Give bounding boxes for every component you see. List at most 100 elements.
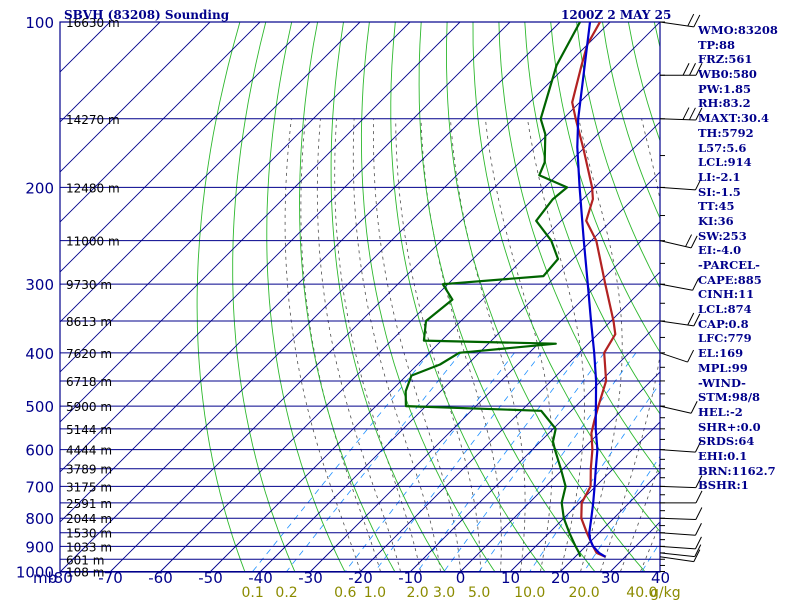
wind-barb — [660, 63, 703, 76]
mixing-ratio-line — [417, 352, 581, 572]
mixing-ratio-label: 2.0 — [406, 585, 428, 600]
stability-index-item: WMO:83208 — [698, 23, 778, 37]
stability-index-item: MPL:99 — [698, 360, 748, 375]
wind-barb-staff — [659, 449, 696, 453]
wind-barb — [659, 522, 702, 536]
dewpoint-trace — [404, 22, 582, 558]
temperature-tick-label: -50 — [198, 569, 223, 587]
wind-barb-staff — [659, 118, 696, 121]
isotherm-line — [60, 22, 411, 373]
wind-barb — [660, 490, 703, 504]
wind-barb-flag — [695, 490, 703, 504]
temperature-tick-labels: -80 -70 -60 -50 -40 -30 -20 -10 0 10 20 30 40 — [48, 569, 670, 587]
height-label: 108 m — [66, 566, 104, 580]
wind-barb-staff — [659, 556, 694, 563]
parcel-trace — [576, 22, 606, 558]
moist-adiabat-line — [420, 118, 502, 572]
wind-barb-staff — [659, 485, 696, 489]
dry-adiabat-line — [784, 22, 800, 572]
mixing-ratio-label: 0.2 — [275, 585, 297, 600]
wind-barb-flag — [687, 349, 695, 363]
height-label: 16630 m — [66, 16, 120, 30]
wind-barb-staff — [659, 352, 688, 363]
wind-barb — [659, 107, 703, 121]
moist-adiabat-line — [284, 118, 361, 572]
pressure-tick-label: 700 — [25, 478, 54, 496]
pressure-tick-label: 300 — [25, 276, 54, 294]
isotherm-line — [110, 22, 660, 572]
temperature-tick-label: 40 — [651, 569, 670, 587]
mixing-ratio-label: 1.0 — [364, 585, 386, 600]
dry-adiabat-line — [472, 22, 660, 533]
height-label: 8613 m — [66, 315, 112, 329]
pressure-tick-label: 200 — [25, 179, 54, 197]
mixing-ratio-labels: 0.1 0.2 0.6 1.0 2.0 3.0 5.0 10.0 20.0 40.0g/kg — [241, 585, 680, 600]
wind-barb-flag — [689, 63, 696, 76]
stability-index-item: BRN:1162.7 — [698, 463, 776, 478]
stability-index-item: HEL:-2 — [698, 404, 743, 419]
wind-barb — [659, 312, 701, 327]
mixing-ratio-line — [374, 352, 542, 572]
temperature-tick-label: -70 — [98, 569, 123, 587]
height-label: 5900 m — [66, 400, 112, 414]
stability-index-item: PW:1.85 — [698, 81, 752, 96]
wind-barb-flag — [688, 107, 696, 121]
stability-index-item: FRZ:561 — [698, 52, 753, 67]
pressure-tick-labels: 100 200 300 400 500 600 700 800 900 1000 — [16, 14, 54, 582]
moist-adiabat-line — [600, 118, 660, 572]
stability-index-item: TT:45 — [698, 199, 735, 214]
moist-adiabat-line — [316, 118, 401, 572]
stability-index-item: STM:98/8 — [698, 390, 761, 405]
moist-adiabat-line — [450, 118, 526, 572]
stability-index-item: L57:5.6 — [698, 140, 747, 155]
pressure-tick-label: 500 — [25, 398, 54, 416]
isotherm-grid — [0, 22, 660, 572]
stability-index-item: WB0:580 — [698, 67, 757, 82]
wind-barb-staff — [659, 186, 696, 191]
pressure-tick-label: 600 — [25, 442, 54, 460]
isotherm-line — [0, 22, 10, 572]
height-label: 1033 m — [66, 540, 112, 554]
moist-adiabat-line — [578, 118, 623, 572]
stability-index-item: SRDS:64 — [698, 434, 755, 449]
wind-barb-flag — [693, 14, 701, 28]
isotherm-line — [60, 22, 311, 273]
temperature-tick-label: -10 — [398, 569, 423, 587]
mixing-ratio-label: 0.6 — [334, 585, 356, 600]
stability-index-item: CINH:11 — [698, 287, 755, 302]
height-label: 6718 m — [66, 375, 112, 389]
sounding-traces — [404, 22, 617, 558]
height-label: 3175 m — [66, 480, 112, 494]
wind-barb — [659, 544, 702, 558]
stability-index-item: EL:169 — [698, 346, 744, 361]
temperature-tick-label: -20 — [348, 569, 373, 587]
wind-barb — [659, 401, 698, 414]
stability-index-item: RH:83.2 — [698, 96, 751, 111]
height-label: 12480 m — [66, 181, 120, 195]
wind-barb — [659, 278, 700, 291]
height-label: 2591 m — [66, 497, 112, 511]
wind-barb — [659, 234, 698, 249]
mixing-ratio-line — [344, 352, 515, 572]
wind-barb-flag — [694, 544, 702, 557]
station-title: SBVH (83208) Sounding — [64, 8, 230, 22]
stability-index-item: EI:-4.0 — [698, 243, 742, 258]
dry-adiabat-line — [266, 22, 346, 572]
pressure-tick-label: 1000 — [16, 564, 54, 582]
mixing-ratio-unit: g/kg — [650, 585, 681, 600]
temperature-tick-label: -30 — [298, 569, 323, 587]
wind-barb-flag — [695, 439, 702, 453]
wind-barb-flag — [687, 13, 695, 27]
isotherm-line — [210, 121, 660, 572]
height-label: 14270 m — [66, 113, 120, 127]
isotherm-line — [460, 371, 660, 572]
wind-barb-flag — [690, 401, 698, 414]
wind-barb-flag — [690, 235, 698, 249]
wind-barb — [659, 349, 695, 363]
isobar-grid — [59, 21, 665, 573]
wind-barbs — [659, 13, 703, 563]
pressure-unit-label: mb — [33, 569, 57, 587]
stability-index-item: SHR+:0.0 — [698, 419, 761, 434]
stability-index-item: MAXT:30.4 — [698, 111, 769, 126]
stability-index-item: LCL:914 — [698, 155, 752, 170]
